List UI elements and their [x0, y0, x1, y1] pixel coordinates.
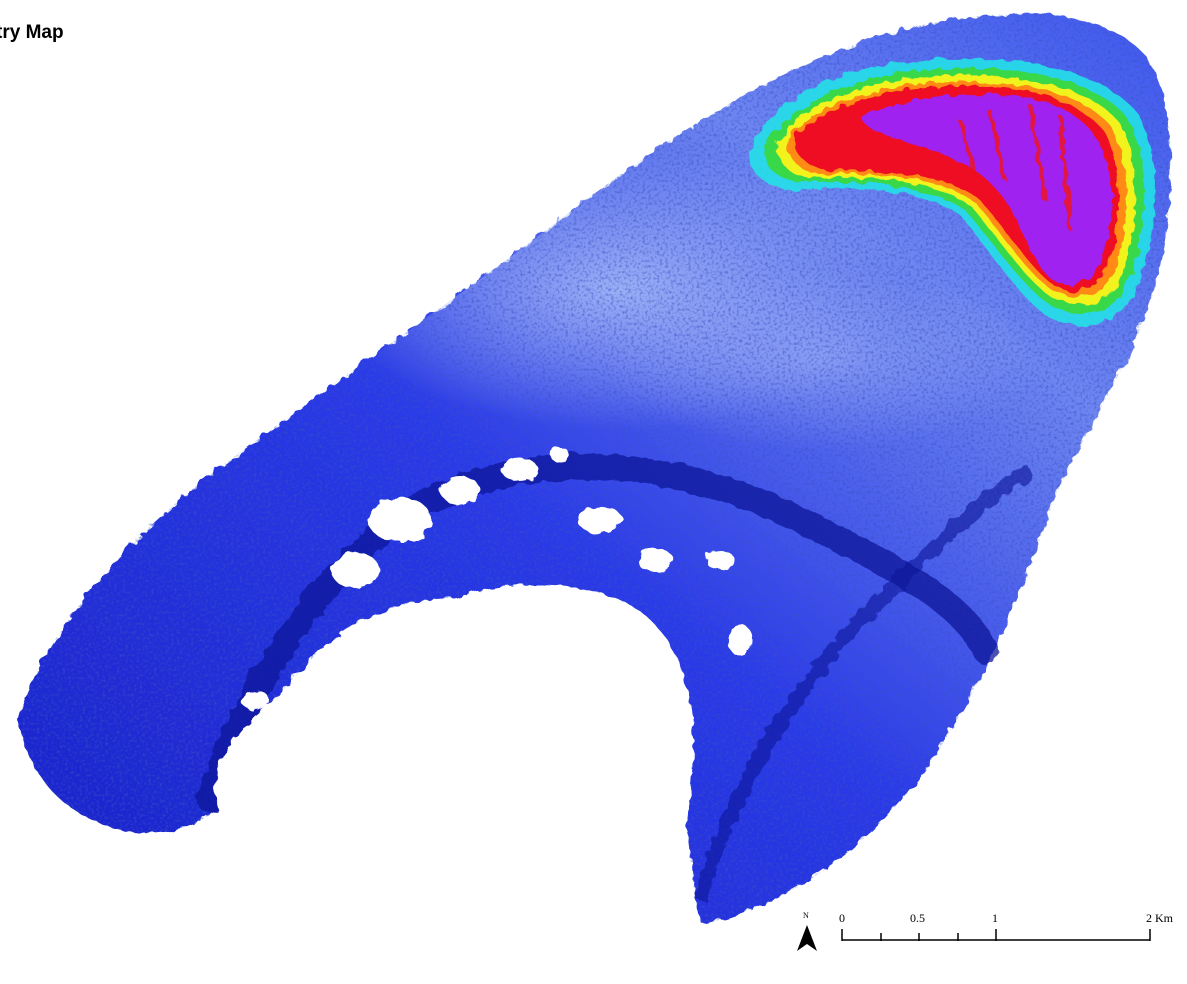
scale-label-1: 1	[992, 911, 998, 925]
lagoon-holes	[214, 448, 752, 984]
map-title: try Map	[0, 22, 64, 43]
scale-label-2km: 2 Km	[1146, 911, 1173, 925]
scale-label-0: 0	[839, 911, 845, 925]
scale-bar	[841, 929, 1151, 941]
north-arrow-icon	[797, 925, 817, 951]
scale-label-0-5: 0.5	[910, 911, 925, 925]
reef-crest	[749, 58, 1156, 326]
north-label: N	[803, 911, 809, 920]
